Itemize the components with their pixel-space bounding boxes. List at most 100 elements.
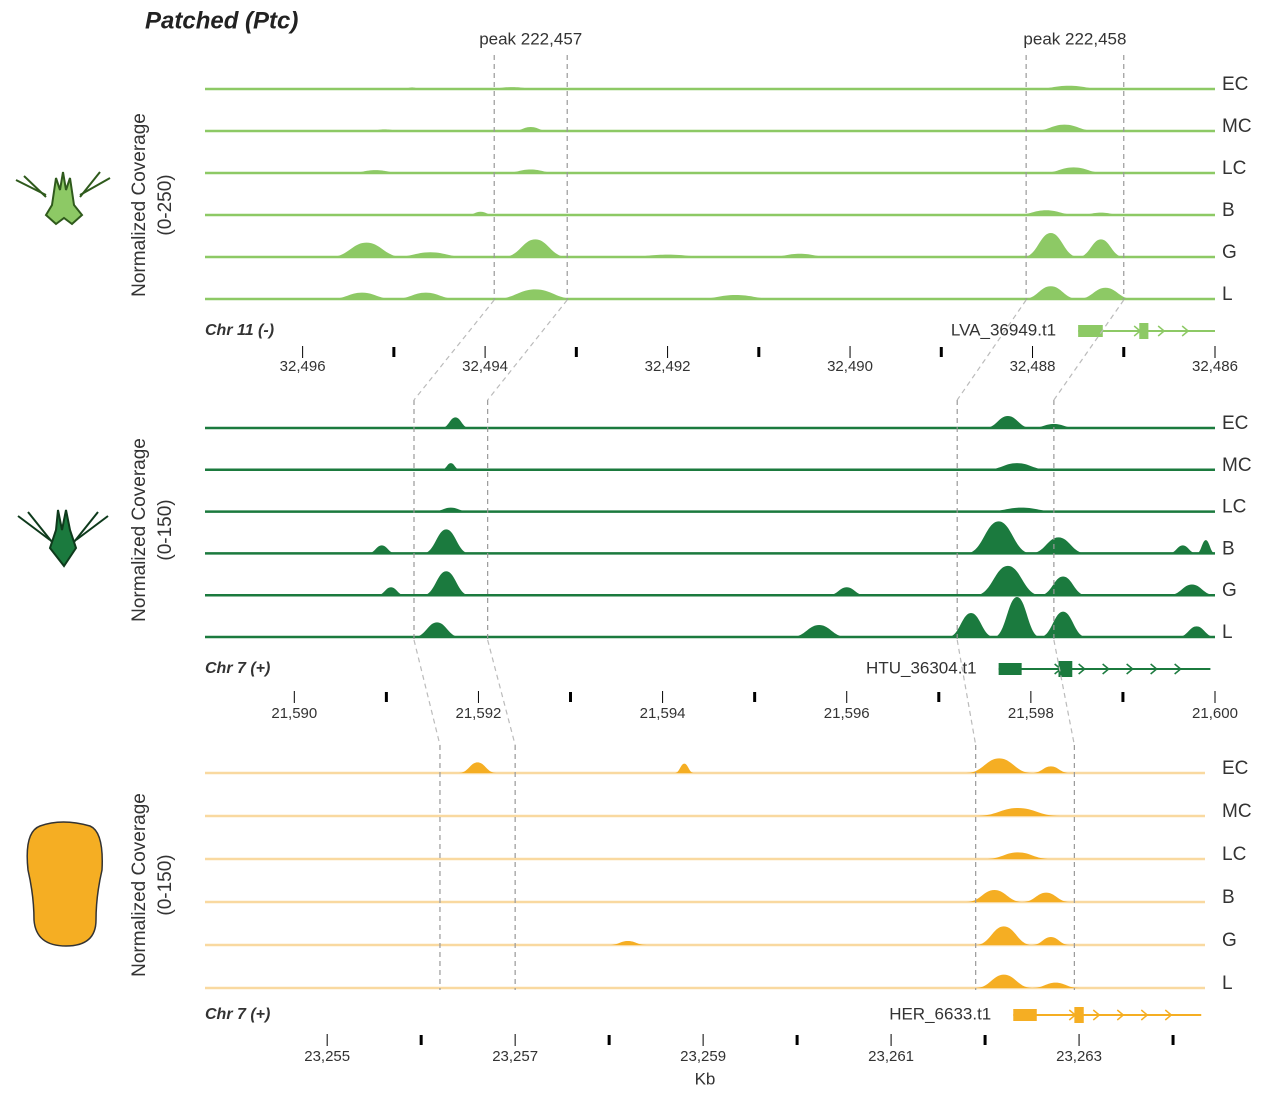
coverage-peak [1078,239,1124,257]
coverage-peak [975,808,1061,816]
peak-connector [487,639,516,746]
coverage-peak [503,239,568,257]
icon-light-green [15,171,111,226]
track-label: LC [1222,844,1246,865]
gene-arrow [1092,1009,1101,1021]
chromosome-label: Chr 11 (-) [205,322,274,339]
gene-label: LVA_36949.t1 [951,320,1056,339]
coverage-peak [1040,576,1087,596]
track-label: L [1222,622,1233,643]
coverage-peak [1032,982,1080,988]
coverage-peak [366,129,403,131]
coverage-peak [423,571,470,596]
gene-arrow [1174,663,1182,675]
coverage-peak [485,87,540,89]
exon [1058,661,1073,677]
track-label: MC [1222,801,1252,822]
peak-connector [956,299,1027,401]
coverage-peak [621,254,714,257]
gene-arrow [1164,1009,1173,1021]
coverage-peak [441,417,470,428]
coverage-peak [1032,85,1106,89]
coverage-peak [413,622,461,637]
coverage-peak [1196,540,1215,554]
coverage-peak [791,625,847,637]
coverage-peak [458,762,497,773]
track-label: LC [1222,497,1246,518]
coverage-peak [1023,286,1079,299]
track-label: G [1222,930,1237,951]
coverage-peak [329,242,403,257]
gene-arrow [1116,1009,1125,1021]
x-tick-label: 32,488 [1010,358,1056,375]
track-label: EC [1222,74,1248,95]
x-tick-label: 23,259 [680,1048,726,1065]
peak-connector [487,299,568,401]
x-tick-label: 21,592 [456,705,502,722]
coverage-peak [674,763,694,773]
exon [1074,1007,1084,1023]
coverage-peak [1168,584,1215,596]
coverage-peak [1078,287,1133,299]
peak-label: peak 222,457 [479,29,582,48]
track-label: G [1222,580,1237,601]
icon-orange [26,821,103,947]
gene-label: HER_6633.t1 [889,1004,991,1023]
coverage-peak [466,211,495,215]
exon [998,663,1022,675]
gene-arrow [1157,325,1166,337]
coverage-peak [329,292,394,299]
track-label: EC [1222,413,1248,434]
coverage-peak [503,169,559,173]
coverage-peak [947,613,995,637]
track-label: MC [1222,455,1252,476]
track-label: L [1222,973,1233,994]
track-label: EC [1222,758,1248,779]
coverage-peak [1178,626,1215,637]
track-label: G [1222,242,1237,263]
x-tick-label: 32,490 [827,358,873,375]
track-label: MC [1222,116,1252,137]
icon-dark-green [17,509,109,568]
x-tick-label: 21,590 [271,705,317,722]
y-range-label: (0-150) [155,499,176,560]
x-tick-label: 23,263 [1056,1048,1102,1065]
coverage-peak [1030,537,1087,554]
x-tick-label: 21,594 [640,705,686,722]
coverage-peak [367,545,396,554]
y-range-label: (0-150) [155,854,176,915]
coverage-peak [966,758,1033,773]
coverage-peak [1168,545,1197,554]
coverage-peak [975,565,1041,596]
x-tick-label: 32,494 [462,358,508,375]
x-tick-label: 23,257 [492,1048,538,1065]
peak-connector [956,639,977,746]
gene-arrow [1126,663,1134,675]
coverage-peak [984,416,1031,428]
track-label: LC [1222,158,1246,179]
coverage-peak [512,127,549,131]
x-tick-label: 21,598 [1008,705,1054,722]
track-label: B [1222,887,1235,908]
coverage-peak [966,890,1023,902]
coverage-peak [828,587,866,596]
y-label: Normalized Coverage [129,793,150,977]
coverage-peak [609,941,647,945]
coverage-peak [393,292,458,299]
x-tick-label: 32,492 [645,358,691,375]
x-tick-label: 23,261 [868,1048,914,1065]
exon [1013,1009,1037,1021]
gene-arrow [1078,663,1086,675]
coverage-peak [1030,424,1077,428]
y-label: Normalized Coverage [129,113,150,297]
peak-connector [413,639,441,746]
coverage-peak [432,507,470,512]
gene-arrow [1150,663,1158,675]
peak-label: peak 222,458 [1023,29,1126,48]
exon [1139,323,1149,339]
chromosome-label: Chr 7 (+) [205,660,270,677]
track-label: L [1222,284,1233,305]
gene-arrow [1102,663,1110,675]
coverage-peak [402,87,422,89]
